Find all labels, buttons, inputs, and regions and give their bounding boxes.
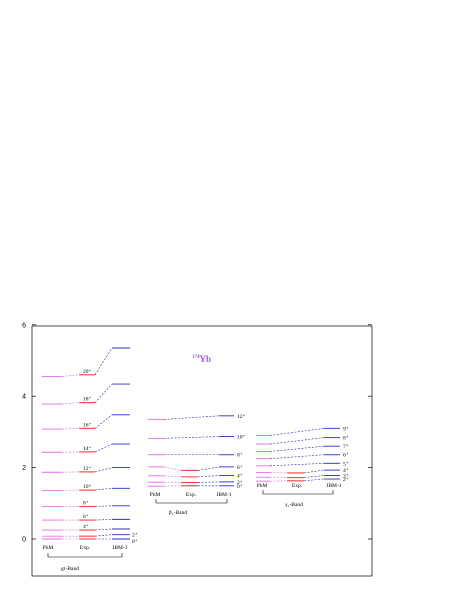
connector-phm-ibm (269, 445, 325, 452)
connector-exp-ibm (303, 478, 325, 482)
level-labels: 0⁺2⁺4⁺6⁺8⁺10⁺12⁺14⁺16⁺18⁺20⁺0⁺2⁺4⁺6⁺8⁺10… (83, 368, 349, 545)
plot-frame (31, 325, 373, 577)
level-lines (42, 347, 340, 540)
spin-label: 0⁺ (237, 483, 243, 490)
connector-phm-exp (163, 466, 182, 471)
connector-phm-ibm (269, 463, 325, 467)
connector-exp-ibm (94, 488, 113, 491)
band-name: gr-Band (61, 566, 79, 572)
spin-label: 0⁺ (132, 538, 138, 545)
connector-phm-exp (163, 475, 182, 478)
column-label: IBM-1 (327, 483, 342, 489)
connector-exp-ibm (94, 519, 113, 521)
connector-phm-exp (61, 402, 80, 405)
band-name: γ₁-Band (284, 502, 303, 508)
spin-label: 14⁺ (83, 445, 92, 452)
connector-phm-ibm (269, 428, 325, 436)
spin-label: 6⁺ (237, 464, 243, 471)
spin-label: 2⁺ (237, 479, 243, 486)
band-captions: PhM Exp. IBM-1 gr-Band PhM Exp. IBM-1 β₁-Band Ph… (43, 483, 342, 572)
spin-label: 8⁺ (237, 452, 243, 459)
connector-phm-ibm (163, 436, 220, 439)
column-label: Exp. (292, 483, 303, 489)
title-mass: 174 (192, 355, 200, 360)
spin-label: 8⁺ (83, 500, 89, 507)
spin-label: 4⁺ (237, 472, 243, 479)
column-label: Exp. (186, 492, 197, 498)
connector-exp-ibm (303, 469, 325, 474)
spin-label: 4⁺ (83, 523, 89, 530)
connector-exp-ibm (94, 414, 113, 429)
spin-label: 5⁺ (343, 460, 349, 467)
connector-exp-ibm (197, 466, 220, 471)
spin-label: 7⁺ (343, 443, 349, 450)
spin-label: 12⁺ (83, 465, 92, 472)
connector-phm-ibm (163, 415, 220, 420)
title-element: Yb (200, 354, 212, 364)
y-tick-label: 6 (22, 322, 26, 329)
spin-label: 16⁺ (83, 421, 92, 428)
spin-label: 18⁺ (83, 396, 92, 403)
spin-label: 2⁺ (343, 476, 349, 483)
chart-title: 174Yb (192, 354, 211, 364)
connector-phm-exp (61, 428, 80, 430)
connector-exp-ibm (94, 383, 113, 403)
connector-exp-ibm (94, 534, 113, 537)
connector-exp-ibm (94, 505, 113, 507)
band-bracket (155, 499, 228, 504)
y-tick-label: 2 (22, 465, 26, 472)
spin-label: 2⁺ (132, 532, 138, 539)
connector-exp-ibm (94, 347, 113, 375)
column-label: PhM (150, 492, 161, 498)
column-label: IBM-1 (113, 545, 128, 551)
spin-label: 9⁺ (343, 425, 349, 432)
y-tick-label: 0 (22, 537, 26, 544)
connector-phm-exp (61, 374, 80, 377)
y-axis: 0 2 4 6 (22, 322, 372, 544)
connector-phm-ibm (269, 437, 325, 445)
connector-exp-ibm (94, 528, 113, 531)
column-label: IBM-1 (217, 492, 232, 498)
spin-label: 6⁺ (343, 452, 349, 459)
spin-label: 3⁺ (343, 472, 349, 479)
connector-phm-ibm (269, 454, 325, 459)
spin-label: 20⁺ (83, 368, 92, 375)
connector-exp-ibm (94, 467, 113, 473)
spin-label: 6⁺ (83, 513, 89, 520)
connector-exp-ibm (94, 443, 113, 453)
y-tick-label: 4 (22, 394, 26, 401)
band-bracket (262, 490, 334, 495)
spin-label: 4⁺ (343, 467, 349, 474)
spin-label: 8⁺ (343, 435, 349, 442)
column-label: PhM (43, 545, 54, 551)
connector-exp-ibm (197, 475, 220, 478)
spin-label: 12⁺ (237, 413, 246, 420)
band-name: β₁-Band (169, 510, 187, 516)
connector-exp-ibm (197, 481, 220, 483)
column-label: PhM (257, 483, 268, 489)
connector-exp-ibm (303, 475, 325, 478)
column-label: Exp. (80, 545, 91, 551)
spin-label: 10⁺ (83, 483, 92, 490)
spin-label: 10⁺ (237, 434, 246, 441)
band-bracket (47, 553, 123, 558)
